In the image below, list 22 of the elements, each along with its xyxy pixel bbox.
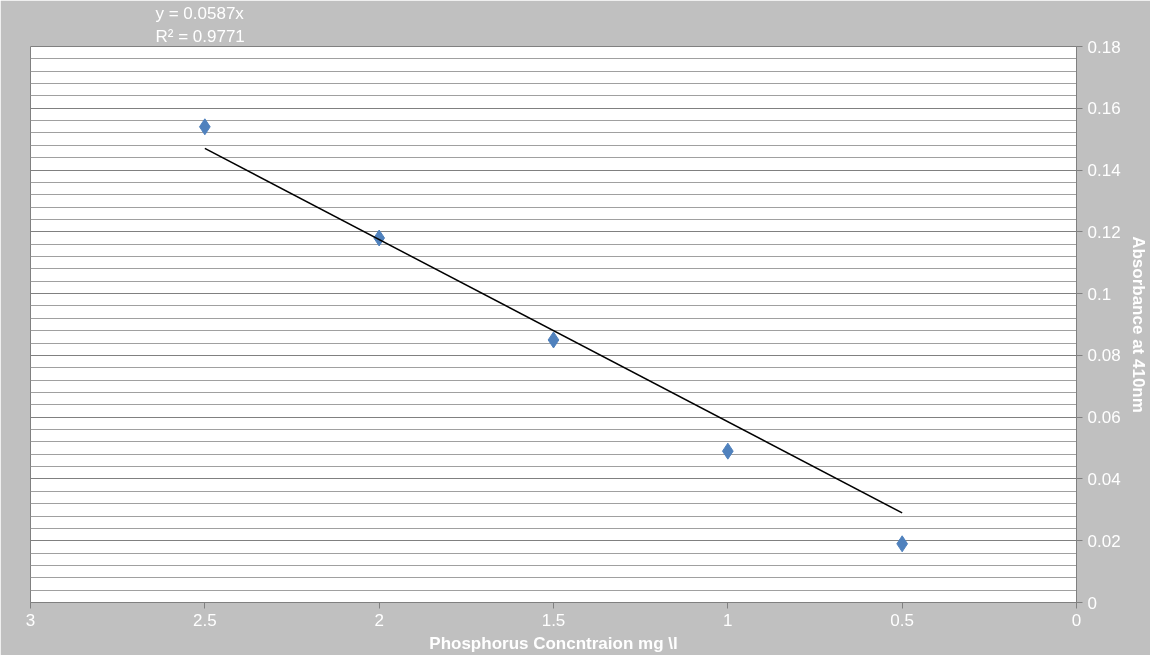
y-tick-label: 0.14 xyxy=(1087,161,1121,181)
y-tick-label: 0 xyxy=(1087,593,1097,613)
y-tick-label: 0.12 xyxy=(1087,222,1121,242)
x-tick-label: 2.5 xyxy=(193,610,217,630)
y-tick-label: 0.08 xyxy=(1087,346,1121,366)
x-tick-label: 0.5 xyxy=(890,610,914,630)
y-tick-label: 0.1 xyxy=(1087,284,1112,304)
text: y = 0.0587x xyxy=(155,3,245,23)
x-tick-label: 2 xyxy=(374,610,384,630)
y-tick-label: 0.02 xyxy=(1087,531,1121,551)
x-tick-label: 0 xyxy=(1071,610,1082,630)
y-tick-label: 0.06 xyxy=(1087,408,1121,428)
text: R² = 0.9771 xyxy=(155,26,245,46)
y-tick-label: 0.18 xyxy=(1087,37,1121,57)
x-tick-label: 1.5 xyxy=(541,610,566,630)
x-tick-label: 3 xyxy=(25,610,36,630)
y-axis-title: Absorbance at 410nm xyxy=(1128,236,1148,413)
y-tick-label: 0.04 xyxy=(1087,469,1121,489)
x-axis-title: Phosphorus Concntraion mg \l xyxy=(429,633,678,653)
point xyxy=(547,331,560,349)
x-tick-label: 1 xyxy=(723,610,733,630)
y-tick-label: 0.16 xyxy=(1087,99,1121,119)
